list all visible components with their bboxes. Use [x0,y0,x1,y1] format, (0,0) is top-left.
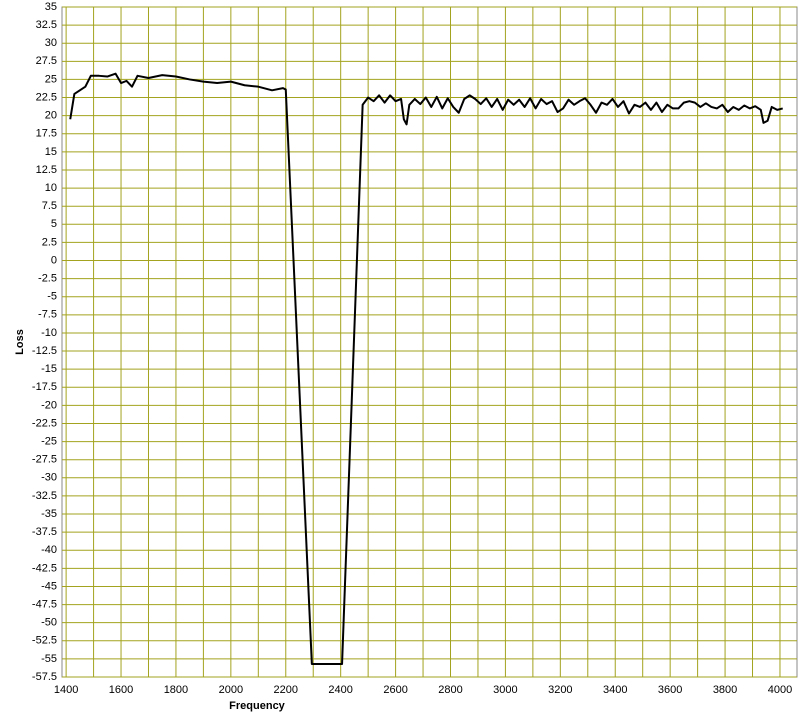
x-tick-label: 1800 [164,684,188,696]
y-tick-label: -40 [41,544,57,556]
y-tick-label: 12.5 [36,164,57,176]
x-tick-label: 3200 [548,684,572,696]
x-tick-label: 3000 [493,684,517,696]
y-tick-label: -25 [41,436,57,448]
y-tick-label: -12.5 [32,345,57,357]
y-tick-label: 20 [45,110,57,122]
x-tick-label: 3800 [713,684,737,696]
y-tick-label: -30 [41,472,57,484]
x-tick-label: 4000 [768,684,792,696]
y-tick-label: -57.5 [32,671,57,683]
x-tick-label: 2000 [219,684,243,696]
x-tick-label: 2800 [438,684,462,696]
y-tick-label: 17.5 [36,128,57,140]
y-tick-label: -2.5 [38,273,57,285]
x-axis-title: Frequency [229,700,286,712]
x-tick-label: 2400 [328,684,352,696]
y-tick-label: -10 [41,327,57,339]
data-line [69,72,783,665]
y-tick-label: -50 [41,617,57,629]
y-tick-label: 10 [45,182,57,194]
y-tick-label: 0 [51,254,57,266]
y-tick-label: -52.5 [32,635,57,647]
y-tick-label: -15 [41,363,57,375]
y-tick-label: -35 [41,508,57,520]
y-tick-label: -55 [41,653,57,665]
y-tick-label: 30 [45,37,57,49]
y-tick-label: 32.5 [36,19,57,31]
y-tick-label: 27.5 [36,55,57,67]
x-tick-label: 1600 [109,684,133,696]
x-tick-label: 2600 [383,684,407,696]
y-tick-label: -27.5 [32,454,57,466]
plot-area [61,6,798,678]
y-axis-title: Loss [14,329,26,355]
y-tick-label: -47.5 [32,598,57,610]
y-tick-label: 35 [45,1,57,13]
y-tick-label: -20 [41,399,57,411]
y-tick-label: -17.5 [32,381,57,393]
y-tick-label: -32.5 [32,490,57,502]
y-tick-label: -42.5 [32,562,57,574]
y-tick-label: -7.5 [38,309,57,321]
y-tick-label: 15 [45,146,57,158]
y-tick-label: 2.5 [42,236,57,248]
x-tick-label: 2200 [274,684,298,696]
x-tick-label: 1400 [54,684,78,696]
y-tick-label: -37.5 [32,526,57,538]
y-tick-label: -22.5 [32,417,57,429]
y-tick-label: 7.5 [42,200,57,212]
y-tick-label: -45 [41,580,57,592]
y-tick-label: 22.5 [36,91,57,103]
y-tick-label: 5 [51,218,57,230]
y-tick-label: -5 [47,291,57,303]
x-tick-label: 3400 [603,684,627,696]
y-tick-label: 25 [45,73,57,85]
x-tick-label: 3600 [658,684,682,696]
